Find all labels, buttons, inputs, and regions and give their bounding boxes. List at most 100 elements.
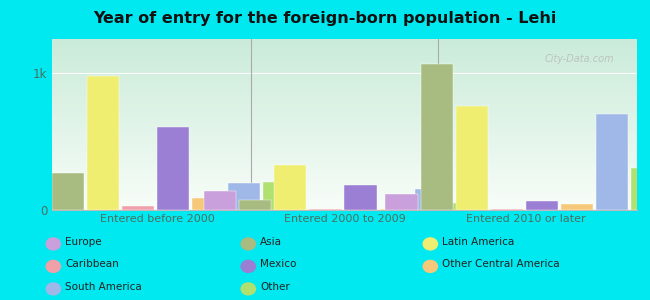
Bar <box>52 124 637 126</box>
Bar <box>52 56 637 58</box>
Text: Latin America: Latin America <box>442 237 514 247</box>
Bar <box>52 171 637 172</box>
Bar <box>52 92 637 94</box>
Bar <box>52 107 637 109</box>
Text: Year of entry for the foreign-born population - Lehi: Year of entry for the foreign-born popul… <box>94 11 556 26</box>
Bar <box>52 106 637 107</box>
Bar <box>415 190 447 210</box>
Bar <box>52 99 637 100</box>
Text: Caribbean: Caribbean <box>65 259 119 269</box>
Bar <box>52 100 637 102</box>
Bar <box>87 76 120 210</box>
Bar <box>52 94 637 95</box>
Bar <box>561 204 593 210</box>
Bar <box>204 191 237 210</box>
Bar <box>52 133 637 135</box>
Bar <box>52 172 637 174</box>
Bar <box>52 142 637 143</box>
Bar <box>52 85 637 87</box>
Bar <box>52 150 637 152</box>
Bar <box>52 82 637 83</box>
Bar <box>52 196 637 198</box>
Bar <box>52 88 637 90</box>
Bar <box>385 194 418 210</box>
Bar <box>52 97 637 99</box>
Bar <box>450 203 482 210</box>
Bar <box>309 209 342 210</box>
Bar <box>52 102 637 104</box>
Bar <box>52 174 637 176</box>
Bar <box>52 58 637 59</box>
Bar <box>52 65 637 66</box>
Bar <box>52 152 637 154</box>
Text: South America: South America <box>65 282 142 292</box>
Bar <box>52 191 637 193</box>
Bar <box>52 178 637 179</box>
Bar <box>52 119 637 121</box>
Bar <box>52 78 637 80</box>
Text: Europe: Europe <box>65 237 101 247</box>
Bar <box>52 42 637 44</box>
Bar <box>157 127 190 210</box>
Text: Asia: Asia <box>260 237 282 247</box>
Bar <box>52 160 637 162</box>
Bar <box>52 73 637 75</box>
Bar <box>52 147 637 148</box>
Bar <box>52 128 637 130</box>
Bar <box>263 182 295 210</box>
Bar <box>52 157 637 159</box>
Bar <box>421 64 453 210</box>
Text: City-Data.com: City-Data.com <box>545 54 614 64</box>
Bar <box>52 46 637 48</box>
Bar <box>52 53 637 54</box>
Bar <box>52 112 637 114</box>
Bar <box>52 130 637 131</box>
Bar <box>52 83 637 85</box>
Bar <box>52 116 637 118</box>
Bar <box>52 41 637 42</box>
Bar <box>52 140 637 142</box>
Bar <box>52 167 637 169</box>
Bar <box>52 39 637 41</box>
Bar <box>52 190 637 191</box>
Text: Other: Other <box>260 282 290 292</box>
Bar <box>52 44 637 46</box>
Bar <box>52 154 637 155</box>
Bar <box>52 59 637 61</box>
Bar <box>52 207 637 208</box>
Text: Mexico: Mexico <box>260 259 296 269</box>
Bar <box>52 54 637 56</box>
Bar <box>52 68 637 70</box>
Bar <box>52 183 637 184</box>
Bar <box>52 164 637 166</box>
Bar <box>52 184 637 186</box>
Bar <box>52 195 637 196</box>
Bar <box>52 181 637 183</box>
Bar <box>52 70 637 71</box>
Bar <box>52 76 637 78</box>
Bar <box>596 114 628 210</box>
Bar <box>52 71 637 73</box>
Bar <box>52 203 637 205</box>
Bar <box>52 155 637 157</box>
Bar <box>52 186 637 188</box>
Bar <box>52 148 637 150</box>
Bar <box>52 179 637 181</box>
Bar <box>52 193 637 195</box>
Bar <box>52 143 637 145</box>
Bar <box>52 131 637 133</box>
Bar <box>52 75 637 76</box>
Bar <box>52 198 637 200</box>
Bar <box>526 201 558 210</box>
Bar <box>52 208 637 210</box>
Bar <box>52 202 637 203</box>
Bar <box>380 209 412 210</box>
Bar <box>52 90 637 92</box>
Bar <box>227 183 260 210</box>
Bar <box>52 205 637 207</box>
Bar <box>122 206 155 210</box>
Bar <box>52 166 637 167</box>
Bar <box>52 111 637 112</box>
Bar <box>52 95 637 97</box>
Bar <box>52 162 637 164</box>
